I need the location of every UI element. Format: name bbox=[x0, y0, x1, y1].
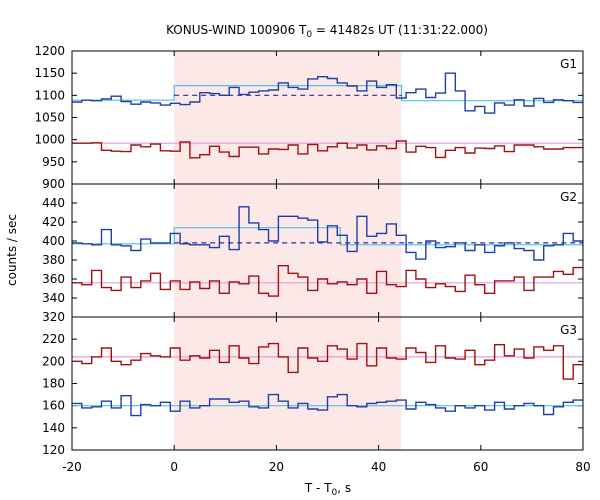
y-tick-label: 160 bbox=[42, 399, 65, 413]
y-tick-label: 420 bbox=[42, 215, 65, 229]
series-blue-step bbox=[72, 72, 583, 114]
y-tick-label: 180 bbox=[42, 377, 65, 391]
panels: G190095010001050110011501200G23203403603… bbox=[34, 44, 590, 474]
y-tick-label: 440 bbox=[42, 196, 65, 210]
series-blue-step bbox=[72, 393, 583, 417]
x-label-main: T - T bbox=[304, 481, 332, 495]
series-red-step bbox=[72, 342, 583, 380]
y-tick-label: 140 bbox=[42, 421, 65, 435]
x-tick-label: 0 bbox=[170, 460, 178, 474]
chart-title: KONUS-WIND 100906 T0 = 41482s UT (11:31:… bbox=[166, 23, 488, 40]
panel-g2: G2 320 340 360 380 400 420 440 bbox=[42, 183, 584, 324]
x-label-subscript: 0 bbox=[332, 488, 338, 498]
series-red-step bbox=[72, 265, 583, 297]
y-tick-label: 1200 bbox=[34, 44, 65, 58]
y-tick-label: 400 bbox=[42, 234, 65, 248]
x-tick-label: 40 bbox=[371, 460, 386, 474]
y-tick-label: 1000 bbox=[34, 133, 65, 147]
x-axis-label: T - T0, s bbox=[304, 481, 351, 498]
fit-line-cyan bbox=[72, 227, 583, 246]
y-tick-label: 220 bbox=[42, 332, 65, 346]
panel-g3: G3 120 140 160 180 200 220 bbox=[42, 316, 584, 457]
highlight-region bbox=[174, 51, 402, 450]
series-blue-step bbox=[72, 206, 583, 261]
y-tick-label: 1050 bbox=[34, 111, 65, 125]
x-label-rest: , s bbox=[337, 481, 351, 495]
panel-label: G2 bbox=[560, 190, 577, 204]
panel-label: G3 bbox=[560, 323, 577, 337]
panel-frame bbox=[71, 316, 584, 451]
title-rest: = 41482s UT (11:31:22.000) bbox=[312, 23, 488, 37]
panel-g1: G1 900 950 1000 1050 1100 1150 1200 bbox=[34, 44, 584, 191]
highlight-rect bbox=[174, 51, 402, 450]
y-tick-label: 1100 bbox=[34, 88, 65, 102]
y-tick-label: 380 bbox=[42, 253, 65, 267]
y-tick-label: 360 bbox=[42, 272, 65, 286]
y-tick-label: 1150 bbox=[34, 66, 65, 80]
panel-label: G1 bbox=[560, 57, 577, 71]
x-tick-label: -20 bbox=[62, 460, 82, 474]
x-tick-label: 80 bbox=[575, 460, 590, 474]
y-tick-label: 950 bbox=[42, 155, 65, 169]
title-subscript: 0 bbox=[306, 30, 312, 40]
x-axis-ticks: -20 0 20 40 60 80 bbox=[62, 460, 590, 474]
x-tick-label: 60 bbox=[473, 460, 488, 474]
y-tick-label: 200 bbox=[42, 354, 65, 368]
x-tick-label: 20 bbox=[269, 460, 284, 474]
y-tick-label: 320 bbox=[42, 310, 65, 324]
y-tick-label: 120 bbox=[42, 443, 65, 457]
y-axis-label: counts / sec bbox=[5, 214, 19, 286]
y-tick-label: 900 bbox=[42, 177, 65, 191]
y-tick-label: 340 bbox=[42, 291, 65, 305]
series-red-step bbox=[72, 140, 583, 159]
title-main: KONUS-WIND 100906 T bbox=[166, 23, 307, 37]
